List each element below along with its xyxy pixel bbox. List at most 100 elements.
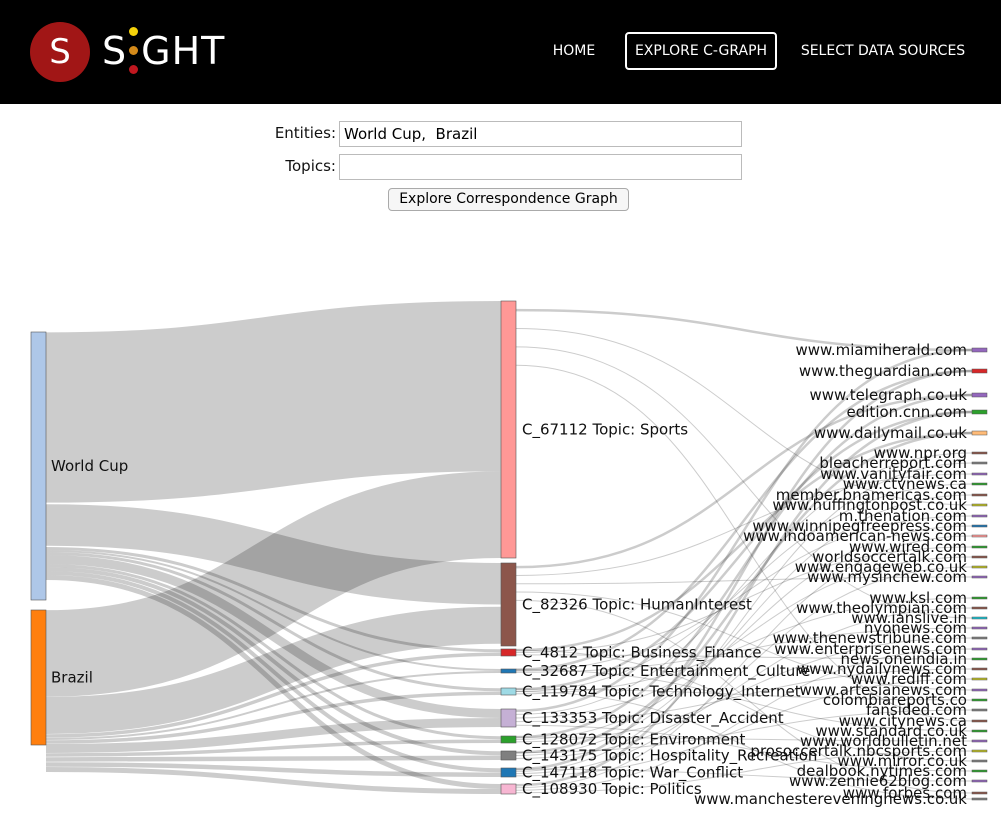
topic-node-bar[interactable] (500, 708, 517, 728)
source-node-www-standard-co-uk[interactable]: www.standard.co.uk (815, 722, 988, 740)
source-node-www-nydailynews-com[interactable]: www.nydailynews.com (797, 660, 988, 678)
source-node-dealbook-nytimes-com[interactable]: dealbook.nytimes.com (797, 762, 988, 780)
source-node-bar[interactable] (971, 667, 988, 671)
source-node-www-vanityfair-com[interactable]: www.vanityfair.com (820, 465, 988, 483)
source-node-www-wired-com[interactable]: www.wired.com (849, 538, 988, 556)
source-node-www-artesianews-com[interactable]: www.artesianews.com (800, 681, 988, 699)
source-node-www-thenewstribune-com[interactable]: www.thenewstribune.com (773, 629, 988, 647)
source-node-bar[interactable] (971, 392, 988, 398)
source-node-bar[interactable] (971, 368, 988, 374)
source-node-www-theguardian-com[interactable]: www.theguardian.com (799, 362, 988, 380)
topic-node-bar[interactable] (500, 562, 517, 647)
source-node-bar[interactable] (971, 534, 988, 538)
source-node-www-mysinchew-com[interactable]: www.mysinchew.com (807, 568, 988, 586)
topic-node-c-32687-topic-entertainment-culture[interactable]: C_32687 Topic: Entertainment_Culture (500, 662, 810, 681)
source-node-bar[interactable] (971, 503, 988, 507)
source-node-bar[interactable] (971, 596, 988, 600)
source-node-www-theolympian-com[interactable]: www.theolympian.com (796, 599, 988, 617)
entity-node-bar[interactable] (30, 331, 47, 601)
topic-node-bar[interactable] (500, 750, 517, 761)
source-node-news-oneindia-in[interactable]: news.oneindia.in (841, 650, 988, 668)
source-node-bar[interactable] (971, 759, 988, 763)
topic-node-bar[interactable] (500, 300, 517, 559)
topic-node-c-82326-topic-humaninterest[interactable]: C_82326 Topic: HumanInterest (500, 562, 752, 647)
source-node-bar[interactable] (971, 482, 988, 486)
source-node-www-telegraph-co-uk[interactable]: www.telegraph.co.uk (810, 386, 988, 404)
entity-node-brazil[interactable]: Brazil (30, 609, 93, 746)
source-node-prosoccertalk-nbcsports-com[interactable]: prosoccertalk.nbcsports.com (750, 742, 988, 760)
source-node-bar[interactable] (971, 688, 988, 692)
topic-node-bar[interactable] (500, 735, 517, 744)
entity-node-world-cup[interactable]: World Cup (30, 331, 128, 601)
topic-node-c-133353-topic-disaster-accident[interactable]: C_133353 Topic: Disaster_Accident (500, 708, 784, 728)
logo-wordmark[interactable]: S GHT (102, 24, 225, 78)
source-node-www-forbes-com[interactable]: www.forbes.com (843, 784, 988, 802)
source-node-bar[interactable] (971, 606, 988, 610)
source-node-bar[interactable] (971, 797, 988, 801)
source-node-www-winnipegfreepress-com[interactable]: www.winnipegfreepress.com (752, 517, 988, 535)
logo-badge[interactable]: S (30, 22, 90, 82)
source-node-bar[interactable] (971, 555, 988, 559)
source-node-www-engageweb-co-uk[interactable]: www.engageweb.co.uk (795, 558, 988, 576)
source-node-www-mirror-co-uk[interactable]: www.mirror.co.uk (837, 752, 988, 770)
source-node-bar[interactable] (971, 791, 988, 795)
source-node-bar[interactable] (971, 472, 988, 476)
explore-graph-button[interactable]: Explore Correspondence Graph (388, 188, 629, 211)
source-node-nyonews-com[interactable]: nyonews.com (864, 619, 988, 637)
topic-node-c-143175-topic-hospitality-recreation[interactable]: C_143175 Topic: Hospitality_Recreation (500, 747, 817, 766)
source-node-bar[interactable] (971, 729, 988, 733)
source-node-www-miamiherald-com[interactable]: www.miamiherald.com (795, 341, 988, 359)
entities-input[interactable] (339, 121, 742, 147)
source-node-www-ksl-com[interactable]: www.ksl.com (869, 589, 988, 607)
source-node-bar[interactable] (971, 749, 988, 753)
source-node-www-ianslive-in[interactable]: www.ianslive.in (851, 609, 988, 627)
source-node-www-indoamerican-news-com[interactable]: www.indoamerican-news.com (743, 527, 988, 545)
source-node-bar[interactable] (971, 657, 988, 661)
topic-node-c-119784-topic-technology-internet[interactable]: C_119784 Topic: Technology_Internet (500, 683, 801, 702)
source-node-member-bnamericas-com[interactable]: member.bnamericas.com (776, 486, 988, 504)
source-node-bar[interactable] (971, 616, 988, 620)
source-node-bar[interactable] (971, 636, 988, 640)
topic-node-bar[interactable] (500, 668, 517, 674)
source-node-bar[interactable] (971, 461, 988, 465)
source-node-bar[interactable] (971, 739, 988, 743)
source-node-bar[interactable] (971, 451, 988, 455)
source-node-bar[interactable] (971, 575, 988, 579)
source-node-bleacherreport-com[interactable]: bleacherreport.com (819, 454, 988, 472)
source-node-bar[interactable] (971, 779, 988, 783)
source-node-www-ctvnews-ca[interactable]: www.ctvnews.ca (843, 475, 988, 493)
topic-node-bar[interactable] (500, 648, 517, 657)
source-node-www-rediff-com[interactable]: www.rediff.com (851, 670, 988, 688)
source-node-bar[interactable] (971, 708, 988, 712)
source-node-m-thenation-com[interactable]: m.thenation.com (839, 507, 988, 525)
topic-node-c-108930-topic-politics[interactable]: C_108930 Topic: Politics (500, 780, 702, 799)
topic-node-bar[interactable] (500, 767, 517, 778)
source-node-bar[interactable] (971, 719, 988, 723)
source-node-worldsoccertalk-com[interactable]: worldsoccertalk.com (812, 548, 988, 566)
nav-explore-cgraph[interactable]: EXPLORE C-GRAPH (625, 32, 777, 70)
source-node-bar[interactable] (971, 524, 988, 528)
topic-node-c-67112-topic-sports[interactable]: C_67112 Topic: Sports (500, 300, 688, 559)
source-node-www-enterprisenews-com[interactable]: www.enterprisenews.com (774, 640, 988, 658)
source-node-bar[interactable] (971, 347, 988, 353)
source-node-www-zennie62blog-com[interactable]: www.zennie62blog.com (789, 772, 988, 790)
source-node-bar[interactable] (971, 698, 988, 702)
source-node-edition-cnn-com[interactable]: edition.cnn.com (847, 403, 988, 421)
entity-node-bar[interactable] (30, 609, 47, 746)
topic-node-c-128072-topic-environment[interactable]: C_128072 Topic: Environment (500, 731, 745, 750)
source-node-www-worldbulletin-net[interactable]: www.worldbulletin.net (800, 732, 988, 750)
source-node-bar[interactable] (971, 677, 988, 681)
source-node-fansided-com[interactable]: fansided.com (866, 701, 988, 719)
source-node-www-dailymail-co-uk[interactable]: www.dailymail.co.uk (814, 424, 988, 442)
nav-home[interactable]: HOME (552, 43, 596, 59)
topic-node-bar[interactable] (500, 687, 517, 696)
source-node-bar[interactable] (971, 626, 988, 630)
source-node-www-manchestereveningnews-co-uk[interactable]: www.manchestereveningnews.co.uk (694, 790, 988, 808)
source-node-www-citynews-ca[interactable]: www.citynews.ca (839, 712, 988, 730)
source-node-bar[interactable] (971, 769, 988, 773)
source-node-bar[interactable] (971, 565, 988, 569)
source-node-bar[interactable] (971, 493, 988, 497)
source-node-www-npr-org[interactable]: www.npr.org (874, 444, 988, 462)
source-node-bar[interactable] (971, 545, 988, 549)
topic-node-c-4812-topic-business-finance[interactable]: C_4812 Topic: Business_Finance (500, 644, 762, 663)
